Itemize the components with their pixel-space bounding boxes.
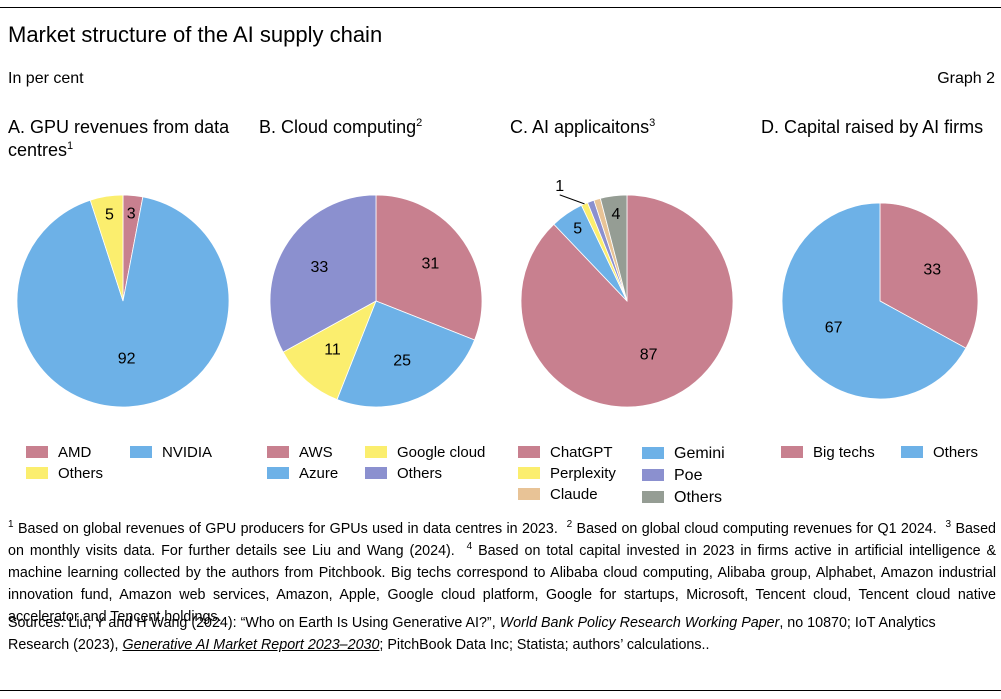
pie-label-google-cloud: 11	[324, 342, 341, 359]
legend-swatch	[267, 467, 289, 479]
legend-item: AMD	[26, 444, 91, 462]
page-title: Market structure of the AI supply chain	[8, 22, 383, 47]
legend-item: ChatGPT	[518, 444, 613, 462]
panel-title: A. GPU revenues from data centres1	[8, 117, 230, 160]
pie-label-big-techs: 33	[923, 261, 941, 278]
sources: Sources: Liu, Y and H Wang (2024): “Who …	[8, 615, 936, 653]
legend-item: Gemini	[642, 445, 725, 463]
legend-swatch	[26, 446, 48, 458]
pie-label-amd: 3	[127, 206, 136, 223]
pie-label-perplexity: 1	[555, 178, 564, 195]
panel-title: B. Cloud computing2	[259, 117, 423, 137]
footnotes: 1 Based on global revenues of GPU produc…	[8, 519, 996, 625]
pie-slice-others	[781, 202, 967, 400]
legend-swatch	[642, 447, 664, 459]
panel-title: C. AI applicaitons3	[510, 117, 656, 137]
legend-item: Poe	[642, 467, 702, 485]
panel-c: C. AI applicaitons3 87 5 1 4 ChatGPT Perple…	[502, 116, 752, 516]
unit-label: In per cent	[8, 70, 84, 87]
legend-item: Others	[642, 489, 722, 507]
legend-swatch	[130, 446, 152, 458]
pie-label-gemini: 5	[573, 221, 582, 238]
panel-title: D. Capital raised by AI firms	[761, 117, 984, 137]
legend-swatch	[518, 488, 540, 500]
legend-item: Others	[26, 465, 103, 483]
pie-leader-line	[559, 194, 585, 205]
panel-d: D. Capital raised by AI firms 33 67 Big t…	[753, 116, 1001, 516]
pie-label-others: 4	[612, 206, 621, 223]
legend-swatch	[267, 446, 289, 458]
legend-item: Azure	[267, 465, 338, 483]
legend-swatch	[901, 446, 923, 458]
pie-label-aws: 31	[421, 255, 439, 272]
pie-label-others: 67	[825, 320, 843, 337]
pie-label-chatgpt: 87	[640, 346, 658, 363]
pie-slice-azure	[336, 300, 476, 408]
legend-swatch	[781, 446, 803, 458]
pie-chart-cloud: 31 25 11 33	[269, 194, 483, 408]
pie-chart-ai-apps: 87 5 1 4	[520, 178, 734, 408]
pie-chart-capital: 33 67	[781, 202, 979, 400]
legend-swatch	[365, 446, 387, 458]
legend-swatch	[642, 469, 664, 481]
pie-label-azure: 25	[393, 353, 411, 370]
legend-item: AWS	[267, 444, 333, 462]
pie-label-others: 5	[105, 206, 114, 223]
top-rule	[0, 7, 1001, 8]
pie-slice-others	[599, 194, 628, 302]
legend-item: Perplexity	[518, 465, 616, 483]
pie-label-nvidia: 92	[118, 350, 136, 367]
legend-swatch	[365, 467, 387, 479]
panel-b: B. Cloud computing2 31 25 11 33 AWS Google …	[251, 116, 501, 516]
pie-slice-aws	[375, 194, 483, 341]
legend-item: Claude	[518, 486, 598, 504]
graph-number: Graph 2	[937, 70, 995, 87]
pie-slice-google-cloud	[282, 300, 377, 401]
panel-a: A. GPU revenues from data centres1 3 92 5 …	[0, 116, 250, 516]
legend-swatch	[518, 467, 540, 479]
pie-label-others: 33	[311, 259, 329, 276]
pie-slice-big-techs	[879, 202, 979, 349]
pie-slice-nvidia	[16, 196, 230, 408]
legend-swatch	[642, 491, 664, 503]
pie-chart-gpu: 3 92 5	[16, 194, 230, 408]
legend-item: Big techs	[781, 444, 875, 462]
pie-slice-others	[89, 194, 124, 302]
legend-item: Others	[901, 444, 978, 462]
legend-item: Others	[365, 465, 442, 483]
pie-slice-others	[269, 194, 377, 353]
legend-swatch	[518, 446, 540, 458]
bottom-rule	[0, 690, 1001, 691]
legend-item: Google cloud	[365, 444, 485, 462]
legend-item: NVIDIA	[130, 444, 212, 462]
legend-swatch	[26, 467, 48, 479]
